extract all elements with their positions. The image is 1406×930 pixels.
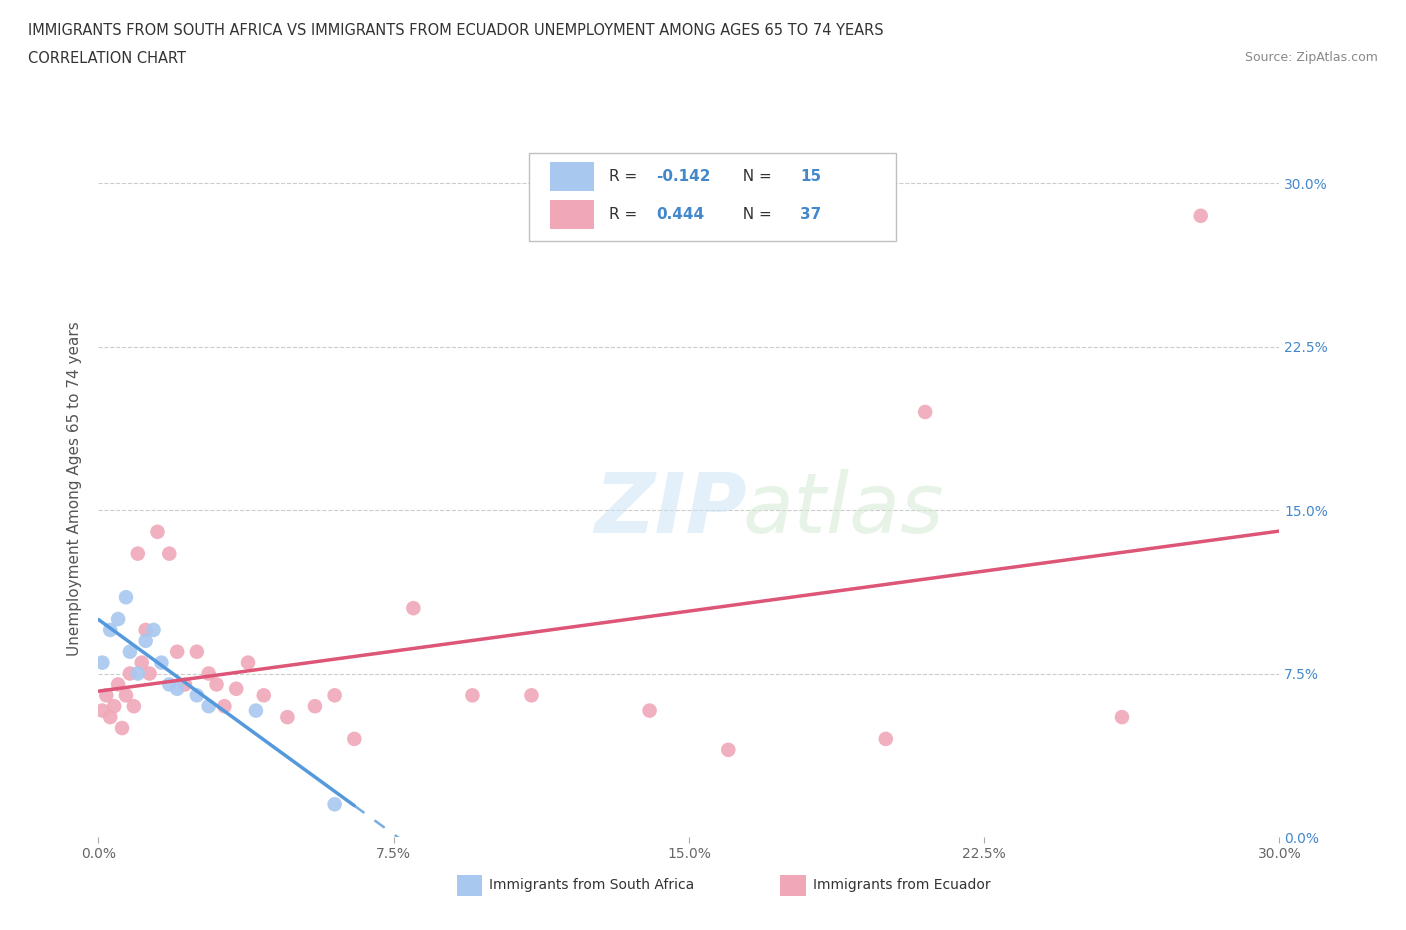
- Point: [157, 677, 180, 692]
- Text: R =: R =: [609, 207, 641, 222]
- Point: [131, 656, 153, 671]
- Text: R =: R =: [609, 169, 641, 184]
- Point: [1111, 710, 1133, 724]
- Point: [214, 698, 236, 713]
- Point: [186, 644, 208, 659]
- Text: Immigrants from Ecuador: Immigrants from Ecuador: [813, 878, 990, 893]
- Point: [98, 710, 121, 724]
- Point: [127, 546, 149, 561]
- Point: [142, 622, 165, 637]
- FancyBboxPatch shape: [530, 153, 896, 241]
- Text: 0.444: 0.444: [655, 207, 704, 222]
- Text: ZIP: ZIP: [595, 469, 747, 550]
- Point: [520, 688, 543, 703]
- Point: [914, 405, 936, 419]
- Point: [166, 682, 188, 697]
- Y-axis label: Unemployment Among Ages 65 to 74 years: Unemployment Among Ages 65 to 74 years: [67, 321, 83, 656]
- Text: Source: ZipAtlas.com: Source: ZipAtlas.com: [1244, 51, 1378, 64]
- Text: CORRELATION CHART: CORRELATION CHART: [28, 51, 186, 66]
- Point: [166, 644, 188, 659]
- Text: atlas: atlas: [742, 469, 943, 550]
- Point: [276, 710, 298, 724]
- Point: [174, 677, 197, 692]
- Point: [1189, 208, 1212, 223]
- Point: [343, 732, 366, 747]
- Point: [186, 688, 208, 703]
- FancyBboxPatch shape: [550, 162, 595, 192]
- Point: [875, 732, 897, 747]
- FancyBboxPatch shape: [550, 200, 595, 230]
- Text: Immigrants from South Africa: Immigrants from South Africa: [489, 878, 695, 893]
- Point: [236, 656, 259, 671]
- Point: [253, 688, 276, 703]
- Point: [135, 633, 157, 648]
- Point: [122, 698, 145, 713]
- Text: N =: N =: [733, 169, 776, 184]
- Point: [402, 601, 425, 616]
- Point: [245, 703, 267, 718]
- Point: [96, 688, 118, 703]
- Point: [107, 677, 129, 692]
- Point: [461, 688, 484, 703]
- Point: [103, 698, 125, 713]
- Point: [157, 546, 180, 561]
- Point: [323, 797, 346, 812]
- Point: [146, 525, 169, 539]
- Point: [111, 721, 134, 736]
- Point: [197, 698, 219, 713]
- Point: [717, 742, 740, 757]
- Point: [197, 666, 219, 681]
- Point: [91, 656, 114, 671]
- Point: [138, 666, 160, 681]
- Point: [98, 622, 121, 637]
- Point: [91, 703, 114, 718]
- Point: [323, 688, 346, 703]
- Point: [205, 677, 228, 692]
- Point: [118, 666, 141, 681]
- Text: IMMIGRANTS FROM SOUTH AFRICA VS IMMIGRANTS FROM ECUADOR UNEMPLOYMENT AMONG AGES : IMMIGRANTS FROM SOUTH AFRICA VS IMMIGRAN…: [28, 23, 884, 38]
- Point: [150, 656, 173, 671]
- Text: -0.142: -0.142: [655, 169, 710, 184]
- Point: [135, 622, 157, 637]
- Point: [638, 703, 661, 718]
- Text: 15: 15: [800, 169, 821, 184]
- Point: [304, 698, 326, 713]
- Point: [225, 682, 247, 697]
- Text: N =: N =: [733, 207, 776, 222]
- Point: [115, 590, 138, 604]
- Point: [107, 612, 129, 627]
- Point: [118, 644, 141, 659]
- Text: 37: 37: [800, 207, 821, 222]
- Point: [127, 666, 149, 681]
- Point: [115, 688, 138, 703]
